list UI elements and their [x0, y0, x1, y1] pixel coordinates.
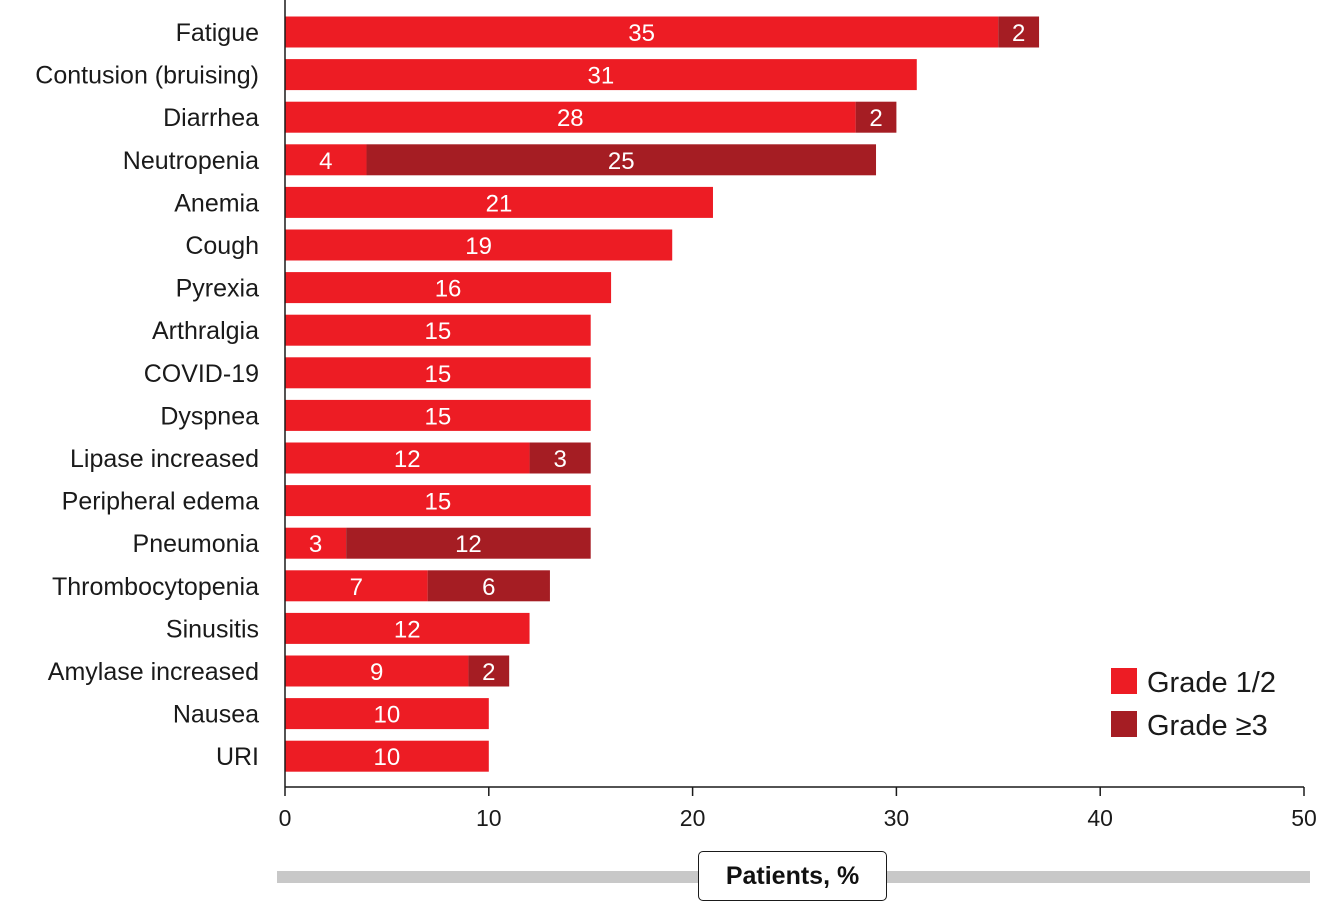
data-label-grade12: 15: [424, 403, 451, 430]
data-label-grade12: 16: [435, 276, 462, 303]
category-label: COVID-19: [144, 360, 259, 388]
bar-grade3: [468, 655, 510, 687]
data-label-grade12: 21: [486, 190, 513, 217]
data-label-grade12: 9: [370, 659, 383, 686]
data-label-grade12: 19: [465, 233, 492, 260]
x-tick-label: 40: [1087, 805, 1113, 831]
data-label-grade3: 12: [455, 531, 482, 558]
category-label: Fatigue: [176, 19, 259, 47]
data-label-grade3: 3: [553, 446, 566, 473]
data-label-grade12: 15: [424, 361, 451, 388]
data-label-grade12: 4: [319, 148, 332, 175]
bar-grade12: [285, 229, 673, 261]
category-label: Thrombocytopenia: [52, 573, 259, 601]
bar-grade12: [285, 442, 530, 474]
data-label-grade12: 7: [350, 574, 363, 601]
category-label: Dyspnea: [160, 402, 259, 430]
bar-grade12: [285, 485, 591, 517]
data-label-grade3: 2: [1012, 20, 1025, 47]
bar-grade12: [285, 101, 856, 133]
bar-grade12: [285, 698, 489, 730]
bar-grade12: [285, 612, 530, 644]
category-label: Anemia: [174, 189, 259, 217]
category-label: URI: [216, 743, 259, 771]
category-label: Diarrhea: [163, 104, 259, 132]
bar-grade12: [285, 144, 367, 176]
bar-grade3: [346, 527, 591, 559]
x-tick-label: 0: [279, 805, 292, 831]
bar-grade12: [285, 527, 347, 559]
legend-label-grade3: Grade ≥3: [1147, 710, 1268, 742]
bar-grade3: [427, 570, 550, 602]
legend-swatch-grade12: [1111, 668, 1137, 694]
data-label-grade12: 31: [588, 63, 615, 90]
legend-label-grade12: Grade 1/2: [1147, 667, 1276, 699]
x-tick-label: 50: [1291, 805, 1317, 831]
data-label-grade12: 28: [557, 105, 584, 132]
data-label-grade12: 10: [374, 702, 401, 729]
data-label-grade3: 25: [608, 148, 635, 175]
category-label: Contusion (bruising): [35, 62, 259, 90]
data-label-grade12: 35: [628, 20, 655, 47]
category-label: Neutropenia: [123, 147, 259, 175]
data-label-grade12: 15: [424, 318, 451, 345]
category-label: Lipase increased: [70, 445, 259, 473]
bar-grade12: [285, 357, 591, 389]
data-label-grade12: 12: [394, 446, 421, 473]
bar-grade3: [529, 442, 591, 474]
category-label: Sinusitis: [166, 615, 259, 643]
data-label-grade3: 2: [482, 659, 495, 686]
data-label-grade12: 3: [309, 531, 322, 558]
x-tick-label: 30: [884, 805, 910, 831]
bar-grade3: [366, 144, 877, 176]
bar-grade3: [855, 101, 897, 133]
bar-grade12: [285, 16, 999, 48]
category-label: Arthralgia: [152, 317, 259, 345]
data-label-grade3: 6: [482, 574, 495, 601]
category-label: Amylase increased: [48, 658, 259, 686]
x-axis-label: Patients, %: [698, 851, 887, 901]
data-label-grade3: 2: [869, 105, 882, 132]
bar-grade12: [285, 186, 713, 218]
bar-grade12: [285, 570, 428, 602]
data-label-grade12: 12: [394, 616, 421, 643]
legend-swatch-grade3: [1111, 711, 1137, 737]
bar-grade12: [285, 272, 612, 304]
bar-grade12: [285, 314, 591, 346]
x-tick-label: 20: [680, 805, 706, 831]
category-label: Nausea: [173, 701, 259, 729]
category-label: Pneumonia: [133, 530, 260, 558]
x-tick-label: 10: [476, 805, 502, 831]
bar-grade12: [285, 59, 917, 91]
bar-grade12: [285, 655, 469, 687]
bar-grade12: [285, 740, 489, 772]
data-label-grade12: 15: [424, 489, 451, 516]
bar-grade12: [285, 399, 591, 431]
bar-grade3: [998, 16, 1040, 48]
category-label: Peripheral edema: [62, 488, 259, 516]
data-label-grade12: 10: [374, 744, 401, 771]
category-label: Cough: [185, 232, 259, 260]
category-label: Pyrexia: [176, 275, 259, 303]
